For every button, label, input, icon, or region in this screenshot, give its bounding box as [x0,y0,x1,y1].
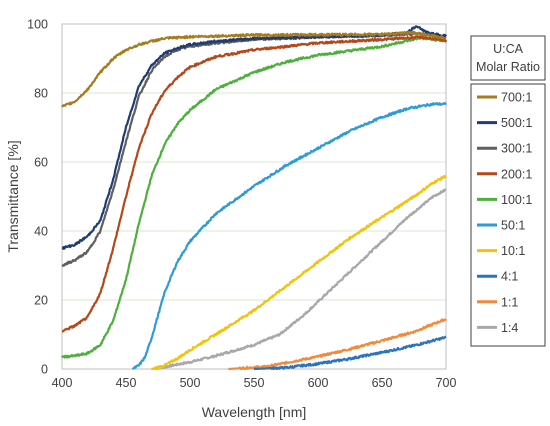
legend-label: 4:1 [501,270,518,284]
series-line-1-4 [151,188,447,371]
y-tick-label: 60 [34,156,48,170]
x-tick-labels: 400 450 500 550 600 650 700 [52,376,457,390]
y-tick-label: 20 [34,294,48,308]
x-axis-label: Wavelength [nm] [202,404,307,420]
y-tick-label: 100 [27,18,48,32]
legend-label: 1:4 [501,321,518,335]
legend-label: 10:1 [501,244,525,258]
legend-label: 700:1 [501,91,532,105]
x-tick-label: 500 [180,376,201,390]
legend-label: 200:1 [501,167,532,181]
x-tick-label: 600 [308,376,329,390]
legend-label: 1:1 [501,295,518,309]
x-tick-label: 450 [116,376,137,390]
legend: U:CA Molar Ratio 700:1 500:1 300:1 200:1 100… [470,35,546,347]
legend-label: 50:1 [501,219,525,233]
y-axis-label: Transmittance [%] [5,140,21,252]
legend-label: 300:1 [501,142,532,156]
x-tick-label: 650 [372,376,393,390]
series-line-700-1 [61,30,447,108]
y-tick-label: 80 [34,87,48,101]
legend-label: 100:1 [501,193,532,207]
series-line-200-1 [61,35,448,333]
plot-area-border [61,23,447,370]
legend-title-line2: Molar Ratio [476,60,540,74]
x-tick-label: 700 [436,376,457,390]
y-tick-label: 0 [41,363,48,377]
series-line-100-1 [61,36,447,359]
legend-label: 500:1 [501,116,532,130]
series-line-50-1 [131,102,447,370]
x-tick-label: 400 [52,376,73,390]
y-tick-label: 40 [34,225,48,239]
series-line-10-1 [151,174,447,371]
series-line-500-1 [61,25,447,250]
x-tick-label: 550 [244,376,265,390]
series-line-1-1 [227,318,447,371]
legend-title-line1: U:CA [493,42,524,56]
y-tick-labels: 0 20 40 60 80 100 [27,18,48,377]
series-layer [61,25,448,371]
legend-title-box [470,35,546,81]
legend-entries: 700:1 500:1 300:1 200:1 100:1 50:1 10:1 4:1 1:1 1… [477,91,532,335]
series-line-4-1 [253,335,447,371]
